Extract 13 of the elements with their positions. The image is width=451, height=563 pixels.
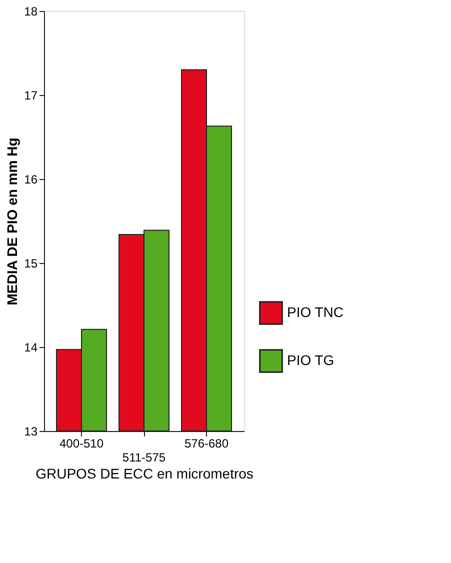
y-tick-label: 15 [24, 256, 38, 270]
y-tick-label: 13 [24, 424, 38, 438]
y-tick-label: 16 [24, 172, 38, 186]
y-tick-label: 14 [24, 340, 38, 354]
x-tick-label: 400-510 [59, 436, 104, 450]
y-tick-label: 17 [24, 88, 38, 102]
x-axis-title: GRUPOS DE ECC en micrometros [36, 466, 254, 482]
y-tick-label: 18 [24, 4, 38, 18]
legend-label: PIO TG [287, 352, 334, 368]
legend-label: PIO TNC [287, 304, 344, 320]
x-tick-label: 511-575 [122, 450, 166, 464]
x-tick-label: 576-680 [184, 436, 229, 450]
y-axis-title: MEDIA DE PIO en mm Hg [4, 138, 20, 306]
